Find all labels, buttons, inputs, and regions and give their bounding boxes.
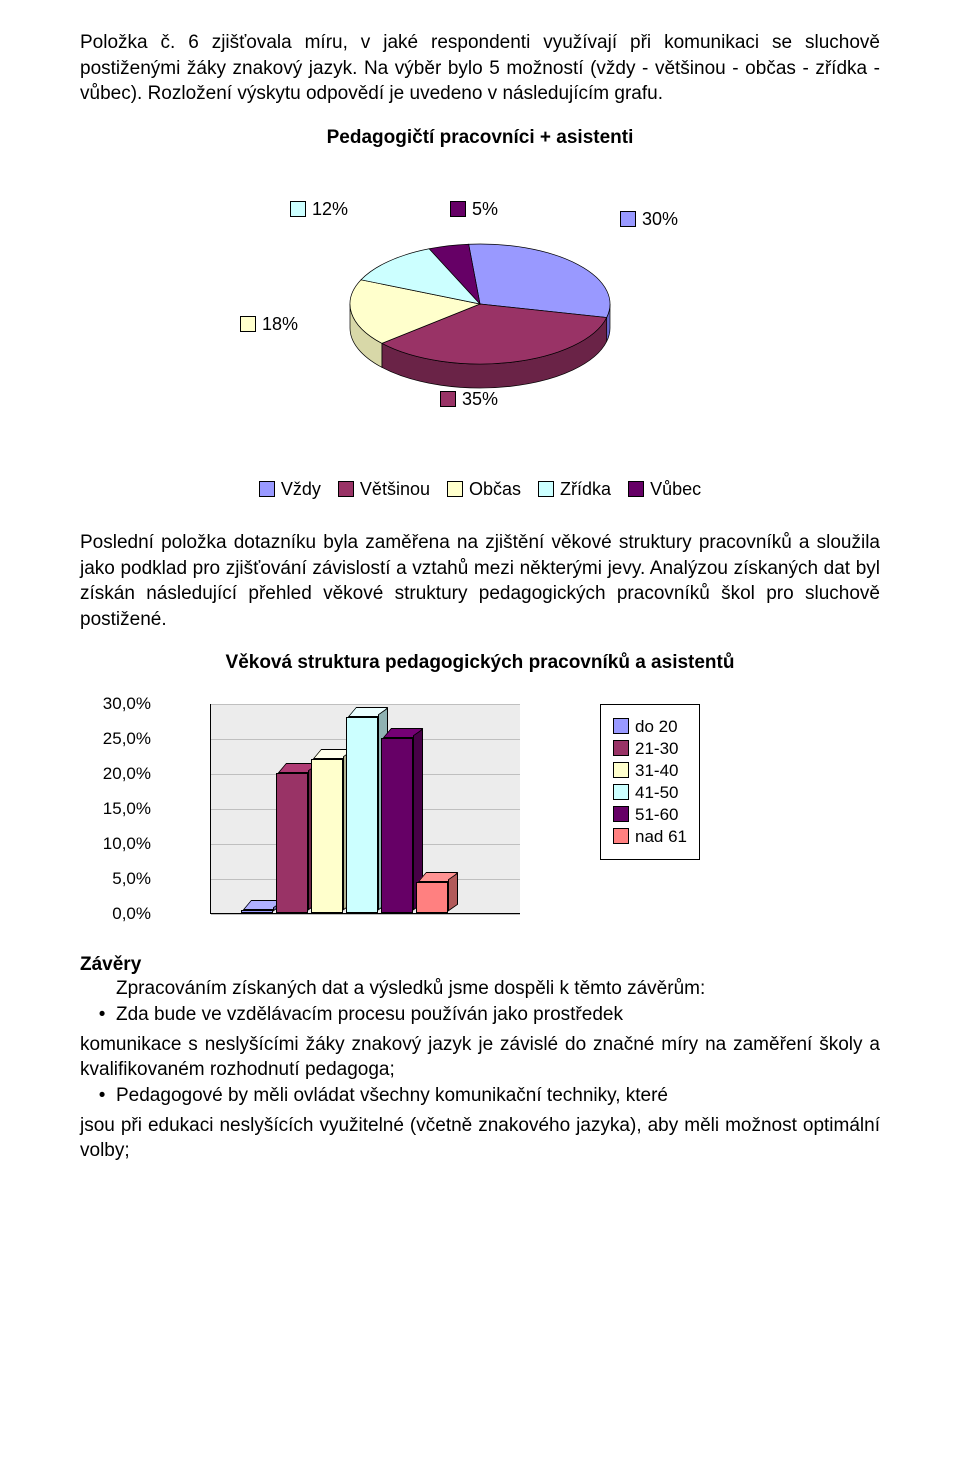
bar bbox=[381, 738, 413, 913]
pie-label-5: 5% bbox=[472, 199, 498, 219]
pie-svg bbox=[340, 234, 620, 404]
bar-legend: do 2021-3031-4041-5051-60nad 61 bbox=[600, 704, 700, 860]
page: Položka č. 6 zjišťovala míru, v jaké res… bbox=[0, 0, 960, 1204]
swatch-icon bbox=[613, 828, 629, 844]
swatch-icon bbox=[613, 784, 629, 800]
pie-callout-5: 5% bbox=[450, 199, 498, 220]
pie-legend: Vždy Většinou Občas Zřídka Vůbec bbox=[80, 479, 880, 500]
bar-legend-item: 41-50 bbox=[613, 783, 687, 803]
bar-chart-title: Věková struktura pedagogických pracovník… bbox=[80, 652, 880, 674]
y-tick-label: 30,0% bbox=[103, 694, 151, 714]
conclusion-heading: Závěry bbox=[80, 954, 880, 976]
swatch-icon bbox=[240, 316, 256, 332]
bar bbox=[276, 773, 308, 913]
legend-label: Vždy bbox=[281, 479, 321, 499]
swatch-icon bbox=[613, 806, 629, 822]
legend-item: Vždy bbox=[259, 479, 321, 499]
conclusion-item-2: Pedagogové by měli ovládat všechny komun… bbox=[116, 1083, 880, 1109]
conclusion-item-1-cont: komunikace s neslyšícími žáky znakový ja… bbox=[80, 1032, 880, 1083]
legend-label: Občas bbox=[469, 479, 521, 499]
conclusion-list: Zda bude ve vzdělávacím procesu používán… bbox=[116, 1002, 880, 1028]
swatch-icon bbox=[613, 740, 629, 756]
swatch-icon bbox=[450, 201, 466, 217]
legend-label: Vůbec bbox=[650, 479, 701, 499]
swatch-icon bbox=[628, 481, 644, 497]
bar-legend-item: do 20 bbox=[613, 717, 687, 737]
pie-callout-30: 30% bbox=[620, 209, 678, 230]
swatch-icon bbox=[338, 481, 354, 497]
bar-legend-item: 31-40 bbox=[613, 761, 687, 781]
bar bbox=[416, 882, 448, 914]
pie-chart-title: Pedagogičtí pracovníci + asistenti bbox=[80, 127, 880, 149]
y-tick-label: 25,0% bbox=[103, 729, 151, 749]
pie-chart: 12% 5% 30% 18% 35% bbox=[220, 179, 740, 449]
legend-item: Vůbec bbox=[628, 479, 701, 499]
swatch-icon bbox=[538, 481, 554, 497]
swatch-icon bbox=[613, 718, 629, 734]
y-tick-label: 10,0% bbox=[103, 834, 151, 854]
swatch-icon bbox=[620, 211, 636, 227]
bar bbox=[311, 759, 343, 913]
legend-item: Zřídka bbox=[538, 479, 611, 499]
pie-label-18: 18% bbox=[262, 314, 298, 334]
legend-label: Zřídka bbox=[560, 479, 611, 499]
bar-legend-item: 51-60 bbox=[613, 805, 687, 825]
conclusion-list-2: Pedagogové by měli ovládat všechny komun… bbox=[116, 1083, 880, 1109]
swatch-icon bbox=[613, 762, 629, 778]
pie-label-30: 30% bbox=[642, 209, 678, 229]
legend-item: Občas bbox=[447, 479, 521, 499]
pie-label-12: 12% bbox=[312, 199, 348, 219]
y-tick-label: 15,0% bbox=[103, 799, 151, 819]
intro-paragraph: Položka č. 6 zjišťovala míru, v jaké res… bbox=[80, 30, 880, 107]
pie-callout-18: 18% bbox=[240, 314, 298, 335]
bar-chart: 0,0%5,0%10,0%15,0%20,0%25,0%30,0% bbox=[200, 704, 760, 914]
middle-paragraph: Poslední položka dotazníku byla zaměřena… bbox=[80, 530, 880, 633]
bar-legend-item: 21-30 bbox=[613, 739, 687, 759]
pie-chart-container: 12% 5% 30% 18% 35% bbox=[80, 179, 880, 449]
bar-legend-item: nad 61 bbox=[613, 827, 687, 847]
swatch-icon bbox=[259, 481, 275, 497]
conclusion-lead: Zpracováním získaných dat a výsledků jsm… bbox=[80, 976, 880, 1002]
conclusion-item-2-cont: jsou při edukaci neslyšících využitelné … bbox=[80, 1113, 880, 1164]
y-tick-label: 5,0% bbox=[112, 869, 151, 889]
bar bbox=[241, 910, 273, 914]
bar-chart-container: 0,0%5,0%10,0%15,0%20,0%25,0%30,0% bbox=[80, 704, 880, 914]
legend-item: Většinou bbox=[338, 479, 430, 499]
pie-callout-12: 12% bbox=[290, 199, 348, 220]
conclusion-item-1: Zda bude ve vzdělávacím procesu používán… bbox=[116, 1002, 880, 1028]
swatch-icon bbox=[447, 481, 463, 497]
bar-plot: 0,0%5,0%10,0%15,0%20,0%25,0%30,0% bbox=[200, 704, 560, 914]
swatch-icon bbox=[290, 201, 306, 217]
bar-plot-grid: 0,0%5,0%10,0%15,0%20,0%25,0%30,0% bbox=[210, 704, 520, 914]
bar bbox=[346, 717, 378, 913]
y-tick-label: 20,0% bbox=[103, 764, 151, 784]
legend-label: Většinou bbox=[360, 479, 430, 499]
y-tick-label: 0,0% bbox=[112, 904, 151, 924]
